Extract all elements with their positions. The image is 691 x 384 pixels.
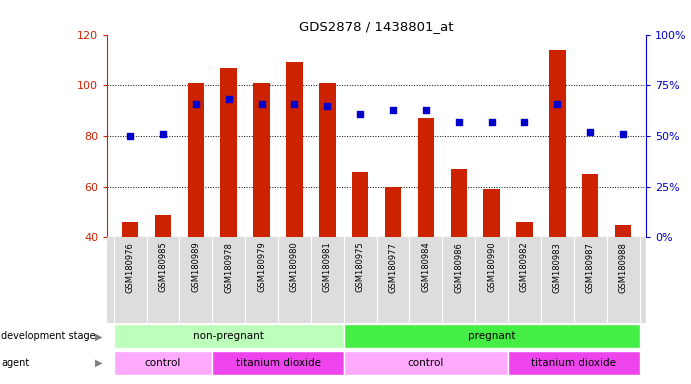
Bar <box>188 83 204 237</box>
Text: titanium dioxide: titanium dioxide <box>236 358 321 368</box>
Text: GSM180987: GSM180987 <box>586 242 595 293</box>
Text: GSM180975: GSM180975 <box>356 242 365 293</box>
Bar <box>319 83 336 237</box>
Point <box>453 119 464 125</box>
Point <box>552 101 563 107</box>
Bar <box>484 189 500 237</box>
Text: pregnant: pregnant <box>468 331 515 341</box>
Point <box>420 107 431 113</box>
Text: GSM180976: GSM180976 <box>126 242 135 293</box>
Bar <box>615 225 632 237</box>
Text: GSM180982: GSM180982 <box>520 242 529 293</box>
Bar <box>220 68 237 237</box>
Bar <box>122 222 138 237</box>
Text: GSM180980: GSM180980 <box>290 242 299 293</box>
Text: GSM180984: GSM180984 <box>422 242 430 293</box>
Bar <box>582 174 598 237</box>
Point <box>158 131 169 137</box>
Text: GSM180988: GSM180988 <box>618 242 627 293</box>
Text: control: control <box>145 358 181 368</box>
Text: GSM180985: GSM180985 <box>158 242 167 293</box>
Bar <box>385 187 401 237</box>
Bar <box>343 351 508 375</box>
Text: GSM180979: GSM180979 <box>257 242 266 293</box>
Point <box>256 101 267 107</box>
Text: non-pregnant: non-pregnant <box>193 331 264 341</box>
Bar <box>114 351 212 375</box>
Text: ▶: ▶ <box>95 331 102 341</box>
Text: GSM180989: GSM180989 <box>191 242 200 293</box>
Point <box>354 111 366 117</box>
Point <box>124 133 135 139</box>
Text: GSM180978: GSM180978 <box>224 242 233 293</box>
Bar <box>417 118 434 237</box>
Point <box>388 107 399 113</box>
Bar <box>254 83 269 237</box>
Bar <box>155 215 171 237</box>
Bar <box>549 50 565 237</box>
Text: GSM180990: GSM180990 <box>487 242 496 292</box>
Point <box>289 101 300 107</box>
Point <box>585 129 596 135</box>
Point <box>618 131 629 137</box>
Point <box>322 103 333 109</box>
Text: GSM180986: GSM180986 <box>454 242 463 293</box>
Bar <box>516 222 533 237</box>
Text: ▶: ▶ <box>95 358 102 368</box>
Bar <box>286 63 303 237</box>
Point <box>519 119 530 125</box>
Title: GDS2878 / 1438801_at: GDS2878 / 1438801_at <box>299 20 454 33</box>
Text: agent: agent <box>1 358 30 368</box>
Bar <box>352 172 368 237</box>
Bar <box>451 169 467 237</box>
Text: GSM180977: GSM180977 <box>388 242 397 293</box>
Text: GSM180983: GSM180983 <box>553 242 562 293</box>
Text: development stage: development stage <box>1 331 96 341</box>
Point <box>190 101 201 107</box>
Text: titanium dioxide: titanium dioxide <box>531 358 616 368</box>
Text: control: control <box>408 358 444 368</box>
Bar <box>343 324 639 348</box>
Bar <box>114 324 343 348</box>
Point <box>486 119 497 125</box>
Text: GSM180981: GSM180981 <box>323 242 332 293</box>
Bar <box>212 351 343 375</box>
Bar <box>508 351 639 375</box>
Point <box>223 96 234 103</box>
